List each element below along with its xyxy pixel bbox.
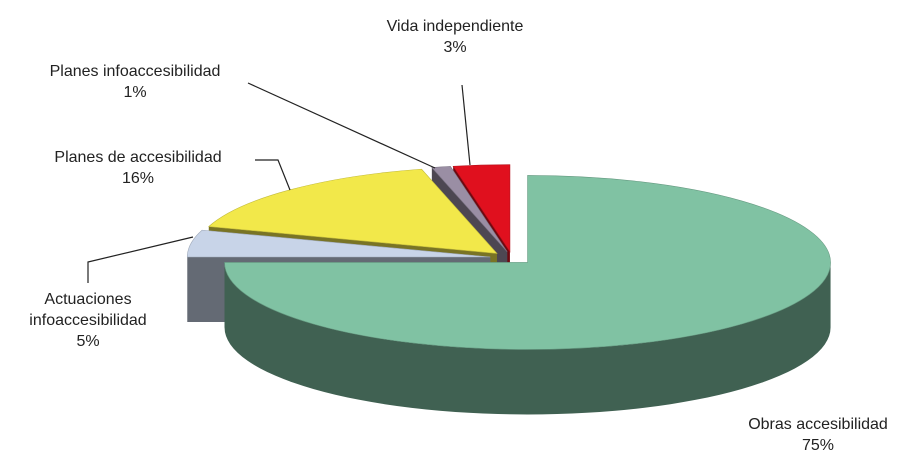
slice-side — [224, 262, 831, 415]
leader-line — [255, 159, 291, 191]
slice-label: Actuaciones infoaccesibilidad 5% — [13, 289, 163, 352]
slice-name: Planes de accesibilidad — [54, 149, 222, 166]
slice-top — [431, 166, 508, 253]
slice-value: 16% — [121, 170, 155, 187]
leader-line — [87, 236, 194, 283]
slice-label: Planes de accesibilidad 16% — [18, 147, 258, 189]
slice-label: Obras accesibilidad 75% — [718, 414, 909, 453]
slice-value: 1% — [123, 84, 147, 101]
slice-value: 3% — [443, 39, 467, 56]
slice-top — [452, 164, 511, 253]
slice-name: Planes infoaccesibilidad — [49, 63, 221, 80]
slice-value: 75% — [801, 437, 835, 453]
slice-name: Actuaciones infoaccesibilidad — [29, 291, 147, 329]
slice-name: Vida independiente — [386, 18, 524, 35]
slice-name: Obras accesibilidad — [748, 416, 888, 433]
slice-top — [186, 229, 491, 258]
slice-label: Planes infoaccesibilidad 1% — [15, 61, 255, 103]
leader-line — [247, 82, 436, 169]
slice-value: 5% — [76, 333, 100, 350]
slice-top — [224, 175, 831, 350]
slice-label: Vida independiente 3% — [355, 16, 555, 58]
leader-line — [461, 84, 471, 166]
